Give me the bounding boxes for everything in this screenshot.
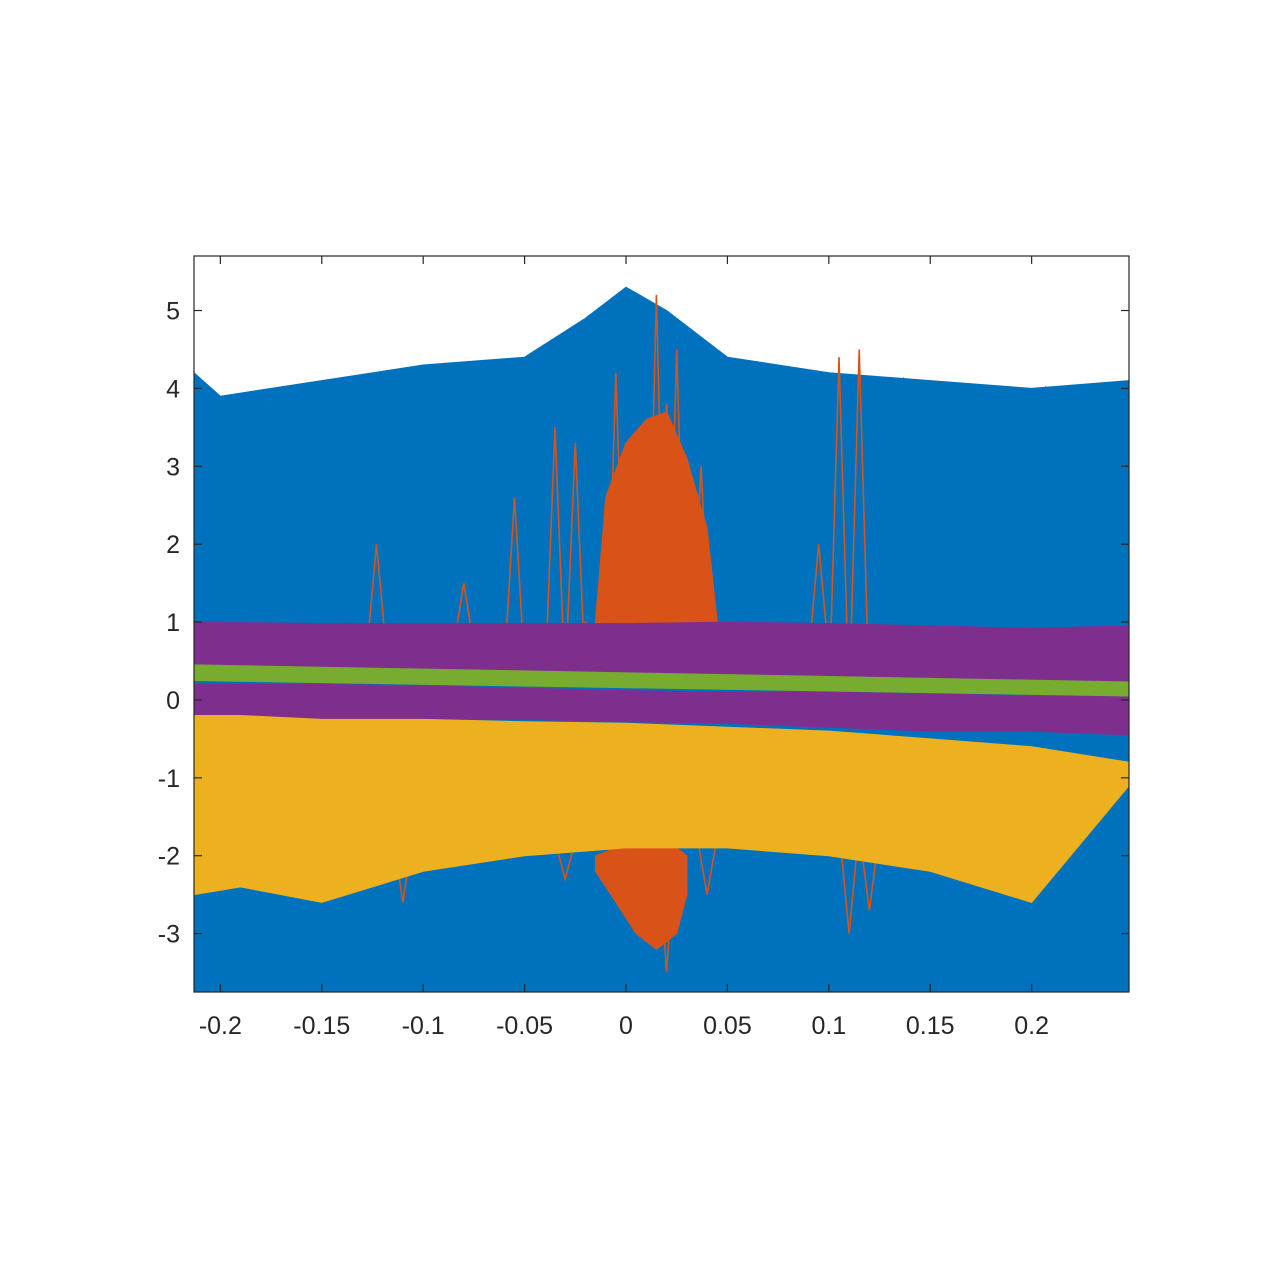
series-4-spike-5 <box>840 847 858 934</box>
y-tick-label: 0 <box>166 687 180 715</box>
series-3-spike-17 <box>850 349 869 634</box>
x-tick-label: 0 <box>619 1012 633 1040</box>
y-tick-label: 2 <box>166 531 180 559</box>
series-4-spike-4 <box>657 847 676 973</box>
x-tick-label: -0.15 <box>293 1012 350 1040</box>
y-tick-label: 5 <box>166 298 180 326</box>
series-3-spike-13 <box>677 505 696 634</box>
series-8-band <box>194 715 1129 903</box>
series-3-spike-14 <box>692 466 710 634</box>
series-6-purple <box>194 682 1129 736</box>
series-0-edge <box>194 289 1129 436</box>
series-3-spike-12 <box>667 349 686 634</box>
x-tick-label: 0.2 <box>1014 1012 1049 1040</box>
y-tick-label: -1 <box>158 765 180 793</box>
series-3-spike-16 <box>830 357 848 634</box>
series-8-edge <box>194 716 1129 792</box>
series-3-spike-11 <box>657 403 676 634</box>
y-tick-label: -3 <box>158 921 180 949</box>
y-tick-label: 4 <box>166 375 180 403</box>
series-5-edge <box>194 620 1129 647</box>
axes-box <box>193 255 1130 993</box>
series-3-spike-0 <box>367 544 386 634</box>
series-layer <box>194 286 1129 992</box>
series-4-spike-6 <box>860 847 879 911</box>
y-axis: 5 4 3 2 1 0 -1 -2 -3 <box>158 298 1129 949</box>
series-8-yellow <box>194 715 1129 903</box>
y-tick-label: 3 <box>166 453 180 481</box>
series-7-edge <box>194 664 1129 687</box>
series-7-green <box>194 664 1129 697</box>
x-tick-label: -0.05 <box>496 1012 553 1040</box>
axes-layer <box>193 255 1130 993</box>
series-3-spike-7 <box>566 442 585 634</box>
x-tick-label: -0.2 <box>199 1012 242 1040</box>
series-4-spike-3 <box>698 847 716 895</box>
series-3-spike-9 <box>607 372 625 634</box>
x-tick-label: -0.1 <box>402 1012 445 1040</box>
y-tick-label: -2 <box>158 843 180 871</box>
series-1-edge <box>594 419 718 624</box>
series-3-spike-4 <box>505 497 524 634</box>
series-6-edge <box>194 682 1129 710</box>
x-tick-label: 0.1 <box>811 1012 846 1040</box>
series-3-spike-2 <box>454 582 473 634</box>
x-tick-label: 0.05 <box>703 1012 752 1040</box>
series-3-spike-15 <box>809 544 828 634</box>
series-6-band <box>194 683 1129 736</box>
series-4-spike-2 <box>556 847 575 883</box>
x-tick-label: 0.15 <box>906 1012 955 1040</box>
x-axis: -0.2 -0.15 -0.1 -0.05 0 0.05 0.1 0.15 0.2 <box>199 256 1049 1040</box>
series-3-orange <box>367 294 878 639</box>
series-2-edge <box>595 846 688 874</box>
y-tick-label: 1 <box>166 609 180 637</box>
series-3-spike-6 <box>546 427 564 634</box>
